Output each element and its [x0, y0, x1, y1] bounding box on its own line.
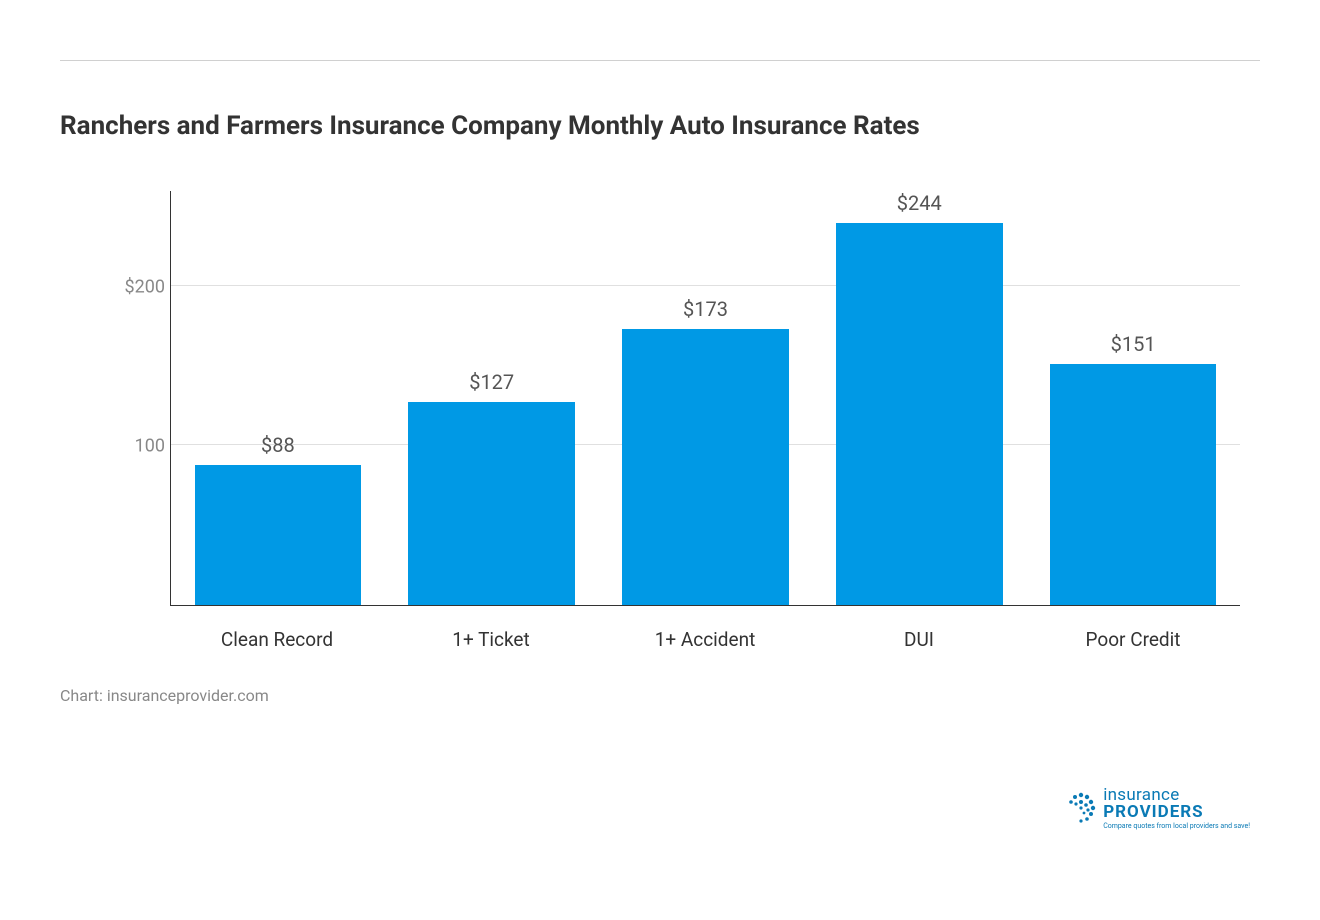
- bar-slot-dui: $244: [812, 191, 1026, 605]
- bar-value-label: $244: [897, 191, 942, 215]
- bar-value-label: $173: [683, 297, 728, 321]
- logo-dots-icon: [1063, 791, 1099, 827]
- x-axis-labels: Clean Record 1+ Ticket 1+ Accident DUI P…: [170, 616, 1240, 651]
- y-tick-label-200: $200: [115, 276, 165, 297]
- chart-area: 100 $200 $88 $127 $173 $244: [110, 191, 1240, 651]
- x-label-ticket: 1+ Ticket: [384, 616, 598, 651]
- x-label-clean-record: Clean Record: [170, 616, 384, 651]
- bar-slot-ticket: $127: [385, 191, 599, 605]
- x-label-dui: DUI: [812, 616, 1026, 651]
- bar-slot-clean-record: $88: [171, 191, 385, 605]
- logo-tagline: Compare quotes from local providers and …: [1103, 823, 1250, 830]
- y-tick-label-100: 100: [115, 436, 165, 457]
- logo-main: insurance PROVIDERS Compare quotes from …: [1063, 787, 1250, 830]
- bar-value-label: $88: [261, 433, 295, 457]
- bar-value-label: $151: [1111, 332, 1156, 356]
- bars-row: $88 $127 $173 $244 $151: [171, 191, 1240, 605]
- logo-line2: PROVIDERS: [1103, 804, 1203, 821]
- bar-dui: [836, 223, 1003, 605]
- chart-container: Ranchers and Farmers Insurance Company M…: [0, 0, 1320, 745]
- top-divider: [60, 60, 1260, 61]
- bar-ticket: [408, 402, 575, 605]
- bar-poor-credit: [1050, 364, 1217, 605]
- chart-source: Chart: insuranceprovider.com: [60, 686, 1260, 705]
- x-label-poor-credit: Poor Credit: [1026, 616, 1240, 651]
- x-label-accident: 1+ Accident: [598, 616, 812, 651]
- bar-value-label: $127: [469, 370, 514, 394]
- bar-slot-accident: $173: [599, 191, 813, 605]
- logo-text: insurance PROVIDERS Compare quotes from …: [1103, 787, 1250, 830]
- brand-logo: insurance PROVIDERS Compare quotes from …: [1063, 787, 1250, 830]
- bar-slot-poor-credit: $151: [1026, 191, 1240, 605]
- plot-area: $88 $127 $173 $244 $151: [170, 191, 1240, 606]
- bar-accident: [622, 329, 789, 605]
- bar-clean-record: [195, 465, 362, 605]
- chart-title: Ranchers and Farmers Insurance Company M…: [60, 111, 1260, 141]
